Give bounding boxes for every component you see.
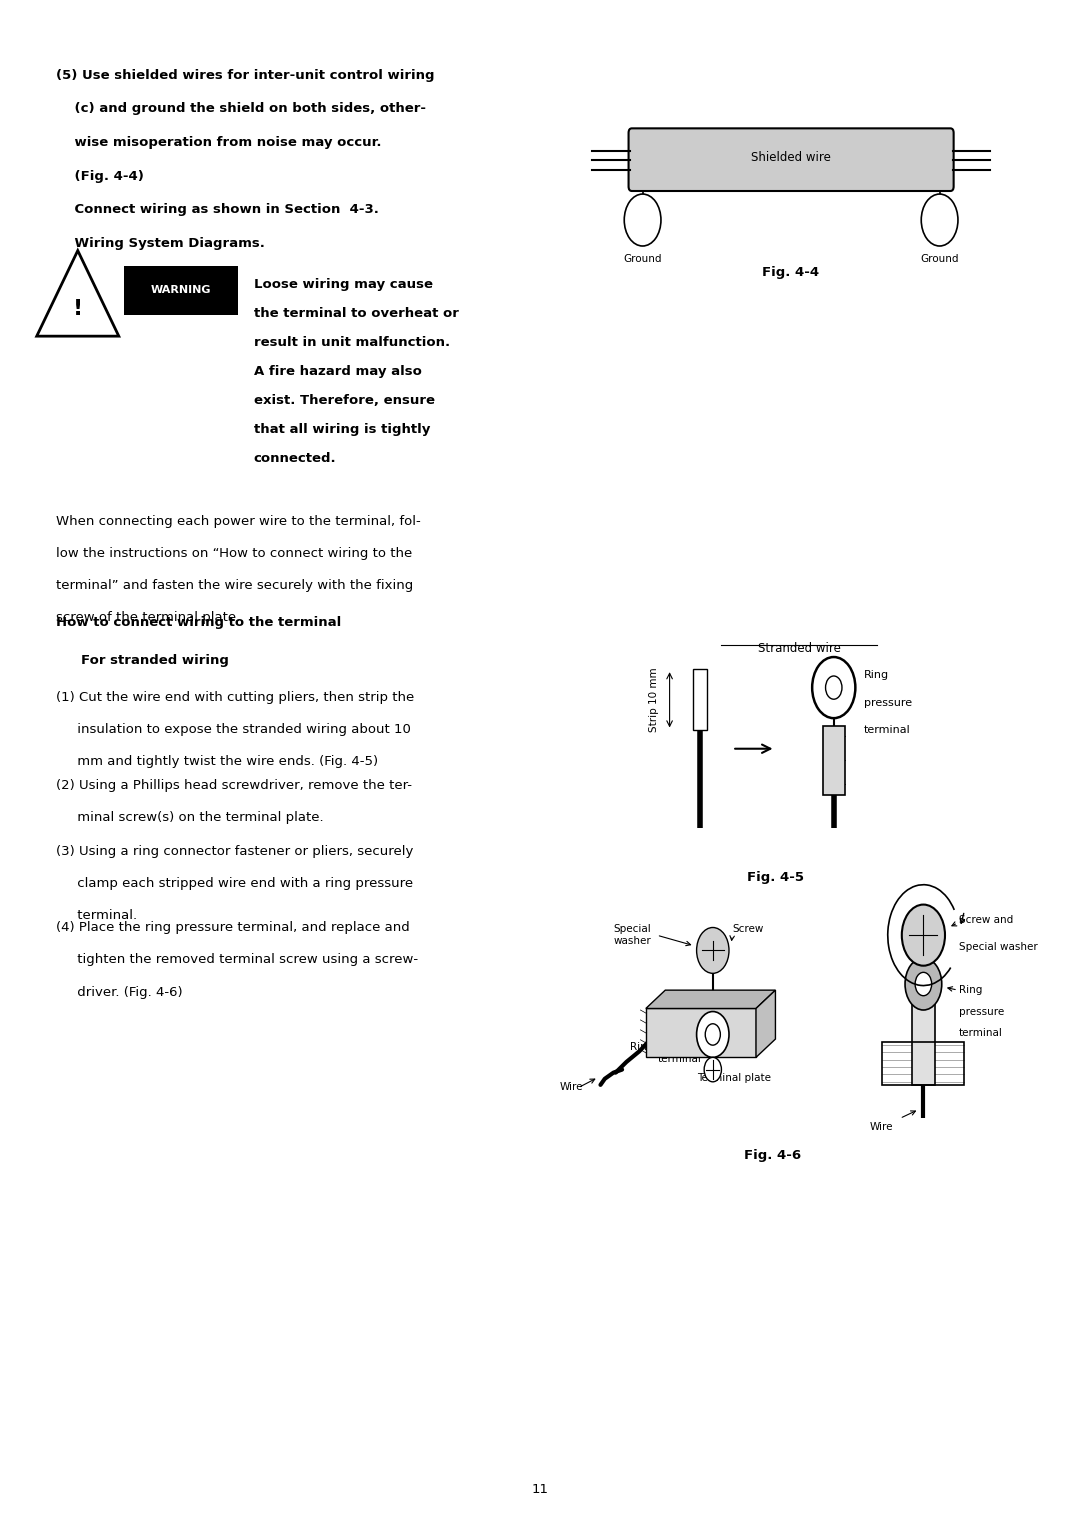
Text: (3) Using a ring connector fastener or pliers, securely: (3) Using a ring connector fastener or p…	[56, 845, 414, 859]
Text: insulation to expose the stranded wiring about 10: insulation to expose the stranded wiring…	[56, 723, 411, 736]
Circle shape	[697, 1012, 729, 1057]
Bar	[912, 966, 935, 1085]
Text: clamp each stripped wire end with a ring pressure: clamp each stripped wire end with a ring…	[56, 877, 414, 891]
Circle shape	[697, 927, 729, 973]
Text: pressure: pressure	[959, 1007, 1004, 1016]
Bar	[882, 1042, 964, 1085]
Text: Screw: Screw	[732, 924, 764, 934]
Text: terminal: terminal	[959, 1028, 1003, 1038]
Polygon shape	[756, 990, 775, 1057]
Text: Ring: Ring	[864, 671, 889, 680]
Circle shape	[812, 657, 855, 718]
Text: !: !	[72, 298, 83, 319]
Text: screw of the terminal plate.: screw of the terminal plate.	[56, 611, 241, 625]
Text: exist. Therefore, ensure: exist. Therefore, ensure	[254, 394, 435, 408]
FancyBboxPatch shape	[629, 128, 954, 191]
Circle shape	[624, 194, 661, 246]
Text: mm and tightly twist the wire ends. (Fig. 4-5): mm and tightly twist the wire ends. (Fig…	[56, 755, 378, 769]
Text: A fire hazard may also: A fire hazard may also	[254, 365, 421, 379]
Text: Stranded wire: Stranded wire	[758, 642, 840, 656]
Text: Fig. 4-5: Fig. 4-5	[747, 871, 804, 885]
FancyBboxPatch shape	[124, 266, 238, 315]
Polygon shape	[646, 1008, 756, 1057]
Text: (1) Cut the wire end with cutting pliers, then strip the: (1) Cut the wire end with cutting pliers…	[56, 691, 415, 704]
Text: When connecting each power wire to the terminal, fol-: When connecting each power wire to the t…	[56, 515, 421, 529]
Circle shape	[825, 675, 842, 700]
Text: Ground: Ground	[623, 254, 662, 264]
Text: Strip 10 mm: Strip 10 mm	[649, 668, 660, 732]
Text: Ground: Ground	[920, 254, 959, 264]
Text: pressure: pressure	[864, 698, 913, 707]
Text: (5) Use shielded wires for inter-unit control wiring: (5) Use shielded wires for inter-unit co…	[56, 69, 434, 83]
Text: WARNING: WARNING	[150, 286, 212, 295]
Circle shape	[921, 194, 958, 246]
Circle shape	[705, 1024, 720, 1045]
Polygon shape	[646, 990, 775, 1008]
Text: Fig. 4-6: Fig. 4-6	[744, 1149, 800, 1163]
Text: Wiring System Diagrams.: Wiring System Diagrams.	[56, 237, 265, 251]
Circle shape	[905, 958, 942, 1010]
Text: Terminal plate: Terminal plate	[698, 1073, 771, 1083]
Text: For stranded wiring: For stranded wiring	[81, 654, 229, 668]
Text: that all wiring is tightly: that all wiring is tightly	[254, 423, 430, 437]
Circle shape	[704, 1057, 721, 1082]
Text: terminal: terminal	[864, 726, 910, 735]
Text: Loose wiring may cause: Loose wiring may cause	[254, 278, 433, 292]
Circle shape	[915, 972, 932, 996]
Text: result in unit malfunction.: result in unit malfunction.	[254, 336, 450, 350]
Text: Connect wiring as shown in Section  4-3.: Connect wiring as shown in Section 4-3.	[56, 203, 379, 217]
Bar	[823, 726, 845, 795]
Text: the terminal to overheat or: the terminal to overheat or	[254, 307, 459, 321]
Text: Screw and: Screw and	[959, 915, 1013, 924]
Text: terminal” and fasten the wire securely with the fixing: terminal” and fasten the wire securely w…	[56, 579, 414, 593]
Text: minal screw(s) on the terminal plate.: minal screw(s) on the terminal plate.	[56, 811, 324, 825]
Text: (c) and ground the shield on both sides, other-: (c) and ground the shield on both sides,…	[56, 102, 427, 116]
Text: Ring pressure
terminal: Ring pressure terminal	[630, 1042, 702, 1063]
Text: (Fig. 4-4): (Fig. 4-4)	[56, 170, 144, 183]
Text: (2) Using a Phillips head screwdriver, remove the ter-: (2) Using a Phillips head screwdriver, r…	[56, 779, 413, 793]
Text: Wire: Wire	[559, 1082, 583, 1093]
Text: 11: 11	[531, 1484, 549, 1496]
Text: low the instructions on “How to connect wiring to the: low the instructions on “How to connect …	[56, 547, 413, 561]
Polygon shape	[37, 251, 119, 336]
Text: terminal.: terminal.	[56, 909, 137, 923]
Circle shape	[902, 905, 945, 966]
Text: tighten the removed terminal screw using a screw-: tighten the removed terminal screw using…	[56, 953, 418, 967]
Text: Shielded wire: Shielded wire	[751, 151, 831, 163]
Text: connected.: connected.	[254, 452, 337, 466]
Text: Ring: Ring	[959, 986, 983, 995]
Text: Wire: Wire	[869, 1122, 893, 1132]
Text: How to connect wiring to the terminal: How to connect wiring to the terminal	[56, 616, 341, 630]
Text: Special washer: Special washer	[959, 943, 1038, 952]
Text: driver. (Fig. 4-6): driver. (Fig. 4-6)	[56, 986, 183, 999]
Text: wise misoperation from noise may occur.: wise misoperation from noise may occur.	[56, 136, 381, 150]
Text: (4) Place the ring pressure terminal, and replace and: (4) Place the ring pressure terminal, an…	[56, 921, 410, 935]
Text: Fig. 4-4: Fig. 4-4	[762, 266, 819, 280]
Bar	[693, 669, 707, 730]
Text: Special
washer: Special washer	[613, 924, 651, 946]
